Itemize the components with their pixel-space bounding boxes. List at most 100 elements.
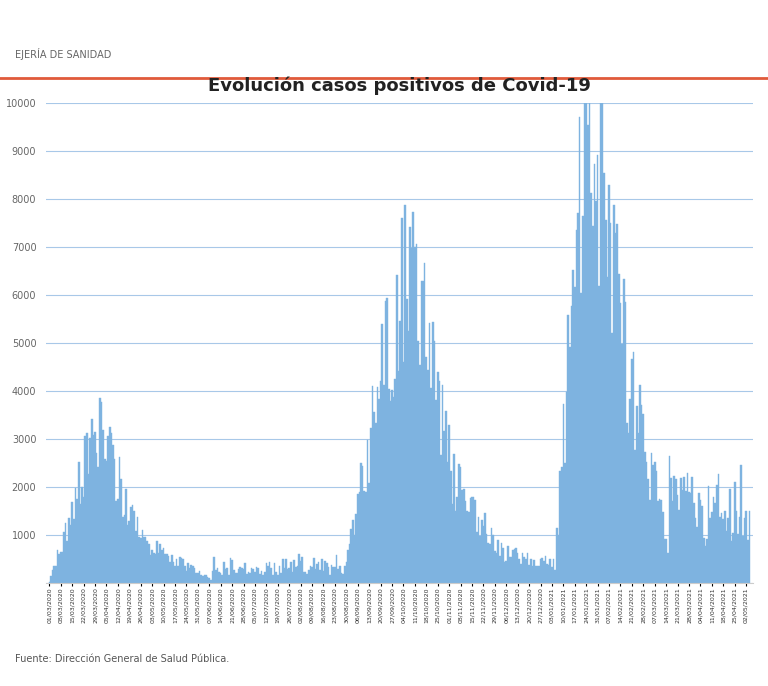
Bar: [315, 569, 316, 583]
Bar: [646, 462, 647, 583]
Bar: [443, 431, 445, 583]
Bar: [161, 550, 163, 583]
Bar: [697, 528, 698, 583]
Bar: [63, 532, 65, 583]
Bar: [545, 556, 546, 583]
Bar: [475, 500, 476, 583]
Bar: [424, 263, 425, 583]
Bar: [244, 563, 246, 583]
Bar: [737, 534, 739, 583]
Bar: [571, 307, 572, 583]
Bar: [140, 538, 141, 583]
Bar: [328, 567, 329, 583]
Bar: [266, 563, 267, 583]
Bar: [484, 513, 486, 583]
Bar: [290, 563, 292, 583]
Bar: [742, 536, 743, 583]
Bar: [220, 573, 221, 583]
Bar: [81, 487, 83, 583]
Bar: [395, 379, 396, 583]
Bar: [202, 576, 204, 583]
Bar: [326, 563, 328, 583]
Bar: [218, 572, 220, 583]
Bar: [343, 573, 344, 583]
Bar: [217, 568, 218, 583]
Bar: [256, 567, 257, 583]
Bar: [639, 385, 641, 583]
Bar: [391, 390, 393, 583]
Bar: [476, 532, 478, 583]
Bar: [578, 213, 579, 583]
Bar: [674, 475, 675, 583]
Bar: [548, 565, 549, 583]
Bar: [641, 405, 643, 583]
Bar: [677, 495, 678, 583]
Bar: [717, 475, 719, 583]
Bar: [582, 215, 584, 583]
Bar: [310, 567, 311, 583]
Bar: [70, 525, 71, 583]
Bar: [247, 572, 250, 583]
Bar: [147, 541, 148, 583]
Bar: [569, 347, 571, 583]
Bar: [591, 193, 592, 583]
Bar: [228, 574, 230, 583]
Bar: [76, 499, 78, 583]
Bar: [558, 534, 559, 583]
Bar: [691, 477, 693, 583]
Bar: [305, 573, 306, 583]
Text: EJERÍA DE SANIDAD: EJERÍA DE SANIDAD: [15, 47, 111, 60]
Bar: [318, 562, 319, 583]
Bar: [259, 573, 260, 583]
Bar: [78, 462, 80, 583]
Bar: [440, 456, 442, 583]
Bar: [61, 552, 63, 583]
Bar: [339, 566, 341, 583]
Bar: [378, 399, 380, 583]
Bar: [273, 563, 276, 583]
Bar: [74, 488, 76, 583]
Bar: [588, 90, 591, 583]
Bar: [723, 519, 724, 583]
Bar: [91, 419, 93, 583]
Bar: [740, 465, 742, 583]
Bar: [495, 553, 497, 583]
Bar: [549, 559, 551, 583]
Bar: [469, 497, 471, 583]
Bar: [510, 558, 512, 583]
Bar: [531, 567, 533, 583]
Bar: [334, 567, 336, 583]
Bar: [672, 501, 674, 583]
Bar: [277, 575, 279, 583]
Bar: [637, 434, 639, 583]
Bar: [478, 517, 479, 583]
Bar: [86, 434, 88, 583]
Text: Fuente: Dirección General de Salud Pública.: Fuente: Dirección General de Salud Públi…: [15, 654, 230, 663]
Bar: [488, 543, 489, 583]
Bar: [504, 562, 505, 583]
Bar: [316, 564, 318, 583]
Bar: [234, 573, 237, 583]
Bar: [313, 558, 315, 583]
Bar: [230, 558, 231, 583]
Bar: [367, 440, 369, 583]
Bar: [145, 536, 147, 583]
Bar: [238, 569, 240, 583]
Bar: [434, 341, 435, 583]
Bar: [473, 497, 475, 583]
Bar: [505, 561, 507, 583]
Bar: [482, 526, 484, 583]
Bar: [652, 464, 654, 583]
Bar: [204, 576, 205, 583]
Bar: [607, 277, 608, 583]
Bar: [331, 565, 333, 583]
Bar: [445, 411, 447, 583]
Bar: [399, 321, 401, 583]
Bar: [143, 537, 145, 583]
Bar: [698, 493, 700, 583]
Bar: [153, 553, 154, 583]
Bar: [362, 466, 363, 583]
Bar: [468, 512, 469, 583]
Bar: [450, 471, 452, 583]
Bar: [148, 544, 150, 583]
